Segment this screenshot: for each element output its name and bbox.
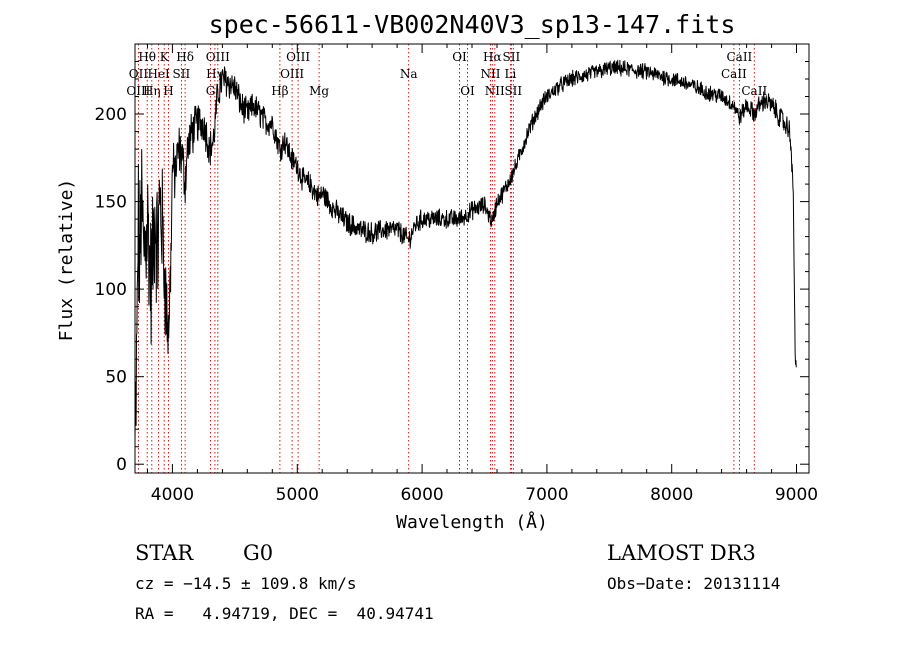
- line-label: Hγ: [206, 67, 224, 81]
- x-tick-label: 8000: [650, 485, 693, 505]
- spectrum-series: [134, 59, 797, 443]
- line-label: CaII: [726, 50, 752, 64]
- x-axis-ticks: 4000 5000 6000 7000 8000 9000: [147, 44, 818, 505]
- chart-title: spec-56611-VB002N40V3_sp13-147.fits: [209, 10, 736, 39]
- line-label: OI: [452, 50, 467, 64]
- y-axis-label: Flux (relative): [56, 179, 77, 342]
- y-tick-label: 100: [95, 280, 127, 300]
- line-label: Hθ: [138, 50, 156, 64]
- line-label: NII: [485, 84, 505, 98]
- line-label: OIII: [286, 50, 310, 64]
- line-label: HeI: [147, 67, 170, 81]
- line-label: SII: [504, 84, 522, 98]
- x-axis-label: Wavelength (Å): [396, 511, 548, 533]
- line-label: H: [163, 84, 173, 98]
- x-tick-label: 6000: [400, 485, 443, 505]
- line-label: Hβ: [271, 84, 288, 98]
- line-label: OIII: [206, 50, 230, 64]
- object-class: STAR: [135, 541, 194, 565]
- line-label: OII: [129, 67, 149, 81]
- y-tick-label: 50: [105, 368, 127, 388]
- line-label: Mg: [309, 84, 329, 98]
- line-label: OIII: [280, 67, 304, 81]
- line-label: OI: [460, 84, 475, 98]
- line-label: Li: [504, 67, 516, 81]
- plot-frame: [134, 43, 810, 474]
- survey-name: LAMOST DR3: [607, 541, 756, 565]
- x-tick-label: 7000: [525, 485, 568, 505]
- x-tick-label: 5000: [276, 485, 319, 505]
- line-label: SII: [173, 67, 191, 81]
- x-tick-label: 4000: [151, 485, 194, 505]
- line-label: CaII: [741, 84, 767, 98]
- line-label: NII: [481, 67, 501, 81]
- line-label: Hα: [483, 50, 502, 64]
- line-label: Na: [400, 67, 418, 81]
- line-label: Hδ: [176, 50, 194, 64]
- line-label: OIII: [126, 84, 150, 98]
- redshift-velocity: cz = −14.5 ± 109.8 km/s: [135, 574, 357, 593]
- spectrum-line: [134, 59, 797, 443]
- line-label: G: [206, 84, 216, 98]
- line-label: Hη: [143, 84, 161, 98]
- y-tick-label: 200: [95, 105, 127, 125]
- observation-date: Obs−Date: 20131114: [607, 574, 780, 593]
- x-tick-label: 9000: [775, 485, 818, 505]
- line-label: CaII: [721, 67, 747, 81]
- y-axis-ticks: 0 50 100 150 200: [95, 43, 809, 475]
- spectral-line-markers: [137, 44, 755, 473]
- line-label: K: [160, 50, 170, 64]
- y-tick-label: 0: [116, 455, 127, 475]
- sky-coordinates: RA = 4.94719, DEC = 40.94741: [135, 604, 434, 623]
- line-label: SII: [503, 50, 521, 64]
- object-subclass: G0: [243, 541, 273, 565]
- y-tick-label: 150: [95, 193, 127, 213]
